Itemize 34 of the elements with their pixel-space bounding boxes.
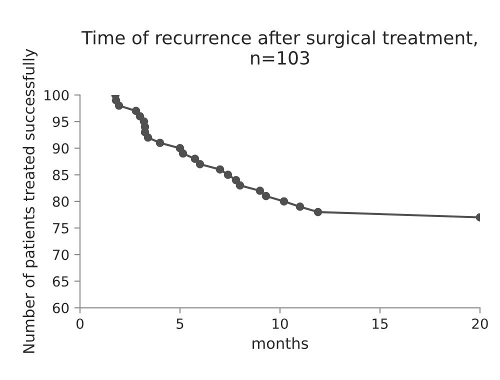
point bbox=[190, 154, 200, 164]
y-tick-label: 65 bbox=[52, 276, 68, 287]
point bbox=[314, 208, 322, 216]
point bbox=[224, 170, 232, 179]
point bbox=[232, 176, 240, 184]
point bbox=[114, 101, 124, 110]
point bbox=[216, 165, 224, 174]
point bbox=[132, 106, 140, 116]
point bbox=[144, 133, 152, 142]
y-axis-title: Number of patients treated successfully bbox=[22, 48, 38, 353]
point bbox=[296, 202, 304, 211]
y-tick-label: 95 bbox=[52, 116, 68, 128]
x-tick-label: 15 bbox=[372, 318, 388, 329]
y-tick-label: 85 bbox=[52, 170, 68, 180]
y-tick-label: 60 bbox=[52, 302, 69, 314]
point bbox=[178, 149, 188, 158]
x-tick-label: 20 bbox=[472, 318, 488, 329]
y-tick-label: 100 bbox=[44, 90, 69, 100]
point bbox=[236, 181, 244, 190]
y-tick-label: 70 bbox=[53, 250, 69, 260]
point bbox=[262, 192, 270, 200]
chart-title: Time of recurrence after surgical treatment, n=103 bbox=[81, 30, 477, 65]
x-axis-title: months bbox=[252, 337, 308, 350]
y-tick-label: 80 bbox=[52, 196, 69, 207]
point bbox=[196, 160, 204, 168]
x-tick-label: 10 bbox=[272, 318, 288, 329]
point bbox=[280, 197, 288, 206]
point bbox=[156, 138, 164, 148]
point bbox=[256, 186, 264, 195]
y-tick-label: 75 bbox=[53, 223, 68, 234]
x-tick-label: 0 bbox=[76, 318, 84, 329]
point bbox=[136, 112, 144, 120]
x-tick-label: 5 bbox=[176, 318, 184, 329]
y-tick-label: 90 bbox=[52, 143, 69, 154]
